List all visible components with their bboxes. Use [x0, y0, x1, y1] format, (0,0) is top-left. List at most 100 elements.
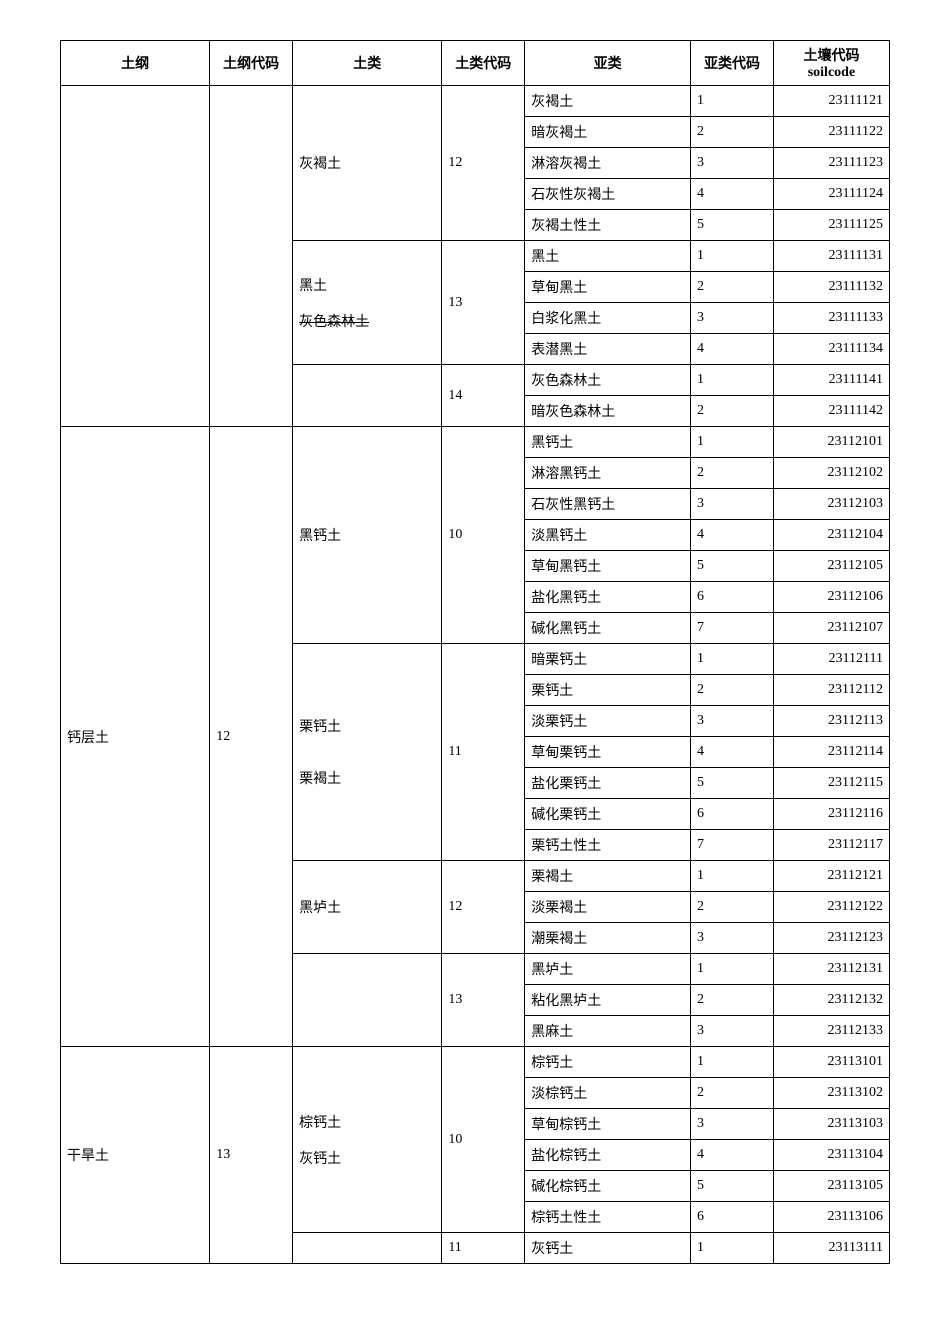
sub-cell: 石灰性灰褐土 [525, 179, 691, 210]
tulei-cell: 黑土 灰色森林土 [293, 241, 442, 365]
subcode-cell: 3 [691, 489, 774, 520]
sub-cell: 碱化栗钙土 [525, 799, 691, 830]
sub-cell: 碱化黑钙土 [525, 613, 691, 644]
tulei-huigaitu: 灰钙土 [299, 1148, 435, 1168]
tuleicode-cell: 11 [442, 1233, 525, 1264]
tugangcode-cell: 12 [210, 427, 293, 1047]
soil-cell: 23112104 [773, 520, 889, 551]
subcode-cell: 2 [691, 458, 774, 489]
soil-cell: 23111141 [773, 365, 889, 396]
header-row: 土纲 土纲代码 土类 土类代码 亚类 亚类代码 土壤代码 soilcode [61, 41, 890, 86]
subcode-cell: 7 [691, 830, 774, 861]
soil-cell: 23111123 [773, 148, 889, 179]
soil-cell: 23111142 [773, 396, 889, 427]
soil-cell: 23111132 [773, 272, 889, 303]
sub-cell: 草甸黑钙土 [525, 551, 691, 582]
subcode-cell: 3 [691, 706, 774, 737]
soil-cell: 23112114 [773, 737, 889, 768]
sub-cell: 栗褐土 [525, 861, 691, 892]
tuleicode-cell: 12 [442, 861, 525, 954]
subcode-cell: 3 [691, 923, 774, 954]
sub-cell: 淋溶黑钙土 [525, 458, 691, 489]
subcode-cell: 4 [691, 179, 774, 210]
sub-cell: 暗灰褐土 [525, 117, 691, 148]
subcode-cell: 2 [691, 675, 774, 706]
subcode-cell: 2 [691, 892, 774, 923]
tulei-cell: 黑钙土 [293, 427, 442, 644]
subcode-cell: 1 [691, 1233, 774, 1264]
subcode-cell: 7 [691, 613, 774, 644]
soil-cell: 23112103 [773, 489, 889, 520]
sub-cell: 淡黑钙土 [525, 520, 691, 551]
sub-cell: 碱化棕钙土 [525, 1171, 691, 1202]
table-row: 干旱土 13 棕钙土 灰钙土 10 棕钙土 1 23113101 [61, 1047, 890, 1078]
subcode-cell: 6 [691, 582, 774, 613]
sub-cell: 暗灰色森林土 [525, 396, 691, 427]
tugang-cell: 干旱土 [61, 1047, 210, 1264]
soil-cell: 23112116 [773, 799, 889, 830]
col-tuleicode: 土类代码 [442, 41, 525, 86]
sub-cell: 盐化黑钙土 [525, 582, 691, 613]
tuleicode-cell: 13 [442, 241, 525, 365]
tulei-cell: 棕钙土 灰钙土 [293, 1047, 442, 1233]
soil-cell: 23112117 [773, 830, 889, 861]
sub-cell: 盐化棕钙土 [525, 1140, 691, 1171]
soil-cell: 23111131 [773, 241, 889, 272]
sub-cell: 棕钙土 [525, 1047, 691, 1078]
tulei-ligaitu: 栗钙土 [299, 716, 435, 736]
tuleicode-cell: 10 [442, 1047, 525, 1233]
sub-cell: 草甸黑土 [525, 272, 691, 303]
soil-cell: 23112107 [773, 613, 889, 644]
tugang-cell: 钙层土 [61, 427, 210, 1047]
subcode-cell: 1 [691, 365, 774, 396]
subcode-cell: 4 [691, 520, 774, 551]
soil-cell: 23112102 [773, 458, 889, 489]
soil-cell: 23113103 [773, 1109, 889, 1140]
soil-cell: 23111133 [773, 303, 889, 334]
tulei-cell: 栗钙土 栗褐土 [293, 644, 442, 861]
sub-cell: 黑麻土 [525, 1016, 691, 1047]
tulei-zonggaitu: 棕钙土 [299, 1112, 435, 1132]
tulei-lihetu: 栗褐土 [299, 768, 435, 788]
subcode-cell: 1 [691, 86, 774, 117]
subcode-cell: 1 [691, 644, 774, 675]
subcode-cell: 1 [691, 1047, 774, 1078]
subcode-cell: 5 [691, 210, 774, 241]
soil-cell: 23112111 [773, 644, 889, 675]
subcode-cell: 2 [691, 396, 774, 427]
soil-cell: 23112133 [773, 1016, 889, 1047]
soil-cell: 23112101 [773, 427, 889, 458]
subcode-cell: 2 [691, 272, 774, 303]
subcode-cell: 1 [691, 954, 774, 985]
sub-cell: 淡棕钙土 [525, 1078, 691, 1109]
soil-cell: 23113104 [773, 1140, 889, 1171]
tuleicode-cell: 11 [442, 644, 525, 861]
sub-cell: 淡栗褐土 [525, 892, 691, 923]
soil-cell: 23112105 [773, 551, 889, 582]
sub-cell: 栗钙土性土 [525, 830, 691, 861]
subcode-cell: 3 [691, 1109, 774, 1140]
subcode-cell: 3 [691, 1016, 774, 1047]
soil-cell: 23112115 [773, 768, 889, 799]
soil-cell: 23111124 [773, 179, 889, 210]
soil-cell: 23111121 [773, 86, 889, 117]
soil-cell: 23113111 [773, 1233, 889, 1264]
tulei-huisesenlintu: 灰色森林土 [299, 311, 435, 331]
sub-cell: 灰钙土 [525, 1233, 691, 1264]
soil-cell: 23113102 [773, 1078, 889, 1109]
sub-cell: 黑垆土 [525, 954, 691, 985]
soil-cell: 23112106 [773, 582, 889, 613]
tuleicode-cell: 12 [442, 86, 525, 241]
soil-cell: 23113101 [773, 1047, 889, 1078]
soil-cell: 23112122 [773, 892, 889, 923]
tulei-cell [293, 365, 442, 427]
sub-cell: 粘化黑垆土 [525, 985, 691, 1016]
col-sub: 亚类 [525, 41, 691, 86]
soil-cell: 23113105 [773, 1171, 889, 1202]
subcode-cell: 3 [691, 148, 774, 179]
subcode-cell: 2 [691, 117, 774, 148]
tuleicode-cell: 13 [442, 954, 525, 1047]
soil-cell: 23113106 [773, 1202, 889, 1233]
sub-cell: 淋溶灰褐土 [525, 148, 691, 179]
soil-cell: 23112132 [773, 985, 889, 1016]
